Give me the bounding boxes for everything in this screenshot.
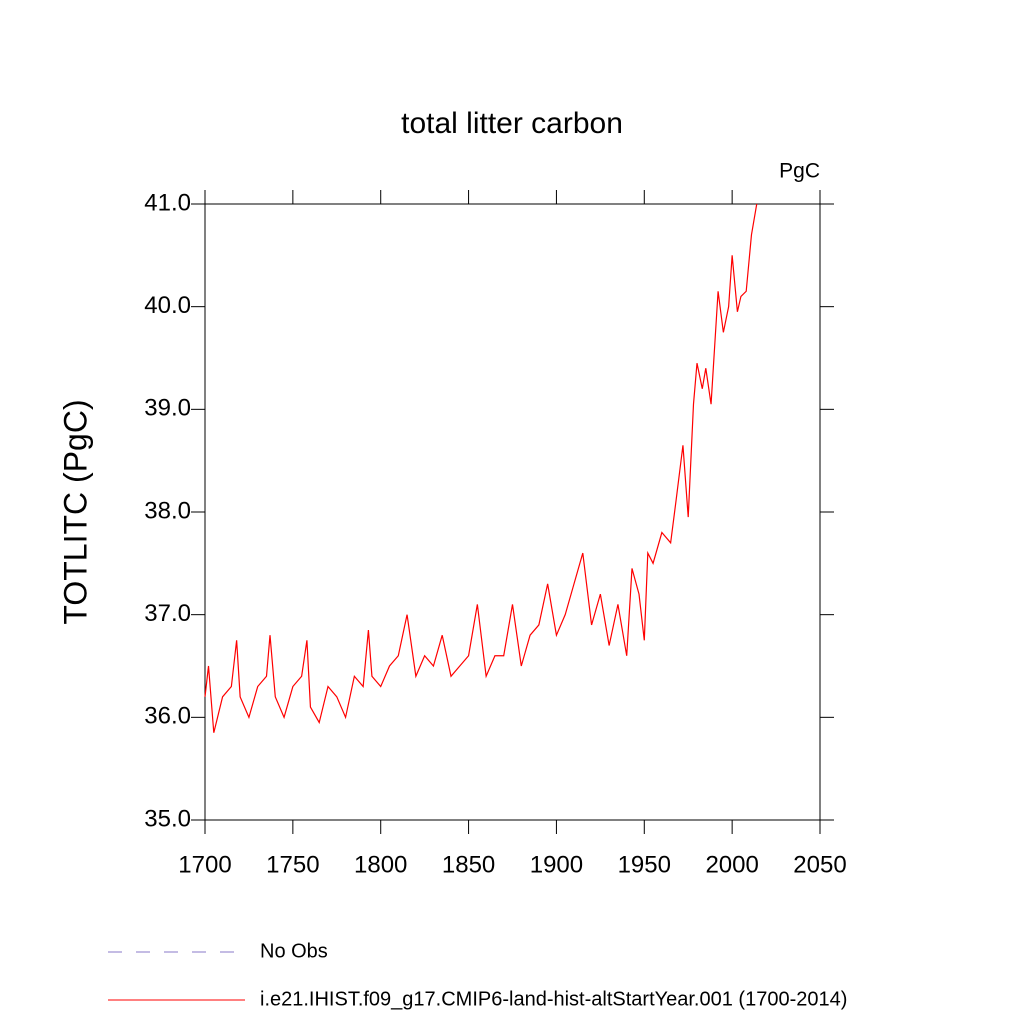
x-tick-label: 1800	[354, 851, 407, 878]
units-label: PgC	[779, 160, 820, 183]
x-tick-label: 1850	[442, 851, 495, 878]
series-line	[204, 203, 758, 733]
chart-title: total litter carbon	[401, 107, 623, 140]
plot-frame	[204, 203, 821, 821]
y-axis-label: TOTLITC (PgC)	[57, 399, 93, 624]
y-tick-label: 38.0	[144, 497, 191, 524]
x-tick-label: 1750	[266, 851, 319, 878]
y-tick-label: 41.0	[144, 189, 191, 216]
y-tick-label: 40.0	[144, 292, 191, 319]
y-tick-label: 37.0	[144, 600, 191, 627]
legend-label: i.e21.IHIST.f09_g17.CMIP6-land-hist-altS…	[260, 988, 847, 1010]
x-tick-label: 1900	[530, 851, 583, 878]
x-tick-label: 2050	[793, 851, 846, 878]
y-tick-label: 39.0	[144, 395, 191, 422]
y-tick-label: 35.0	[144, 805, 191, 832]
x-tick-label: 1700	[178, 851, 231, 878]
y-tick-label: 36.0	[144, 703, 191, 730]
x-tick-label: 2000	[705, 851, 758, 878]
legend-label: No Obs	[260, 940, 328, 962]
x-tick-label: 1950	[618, 851, 671, 878]
